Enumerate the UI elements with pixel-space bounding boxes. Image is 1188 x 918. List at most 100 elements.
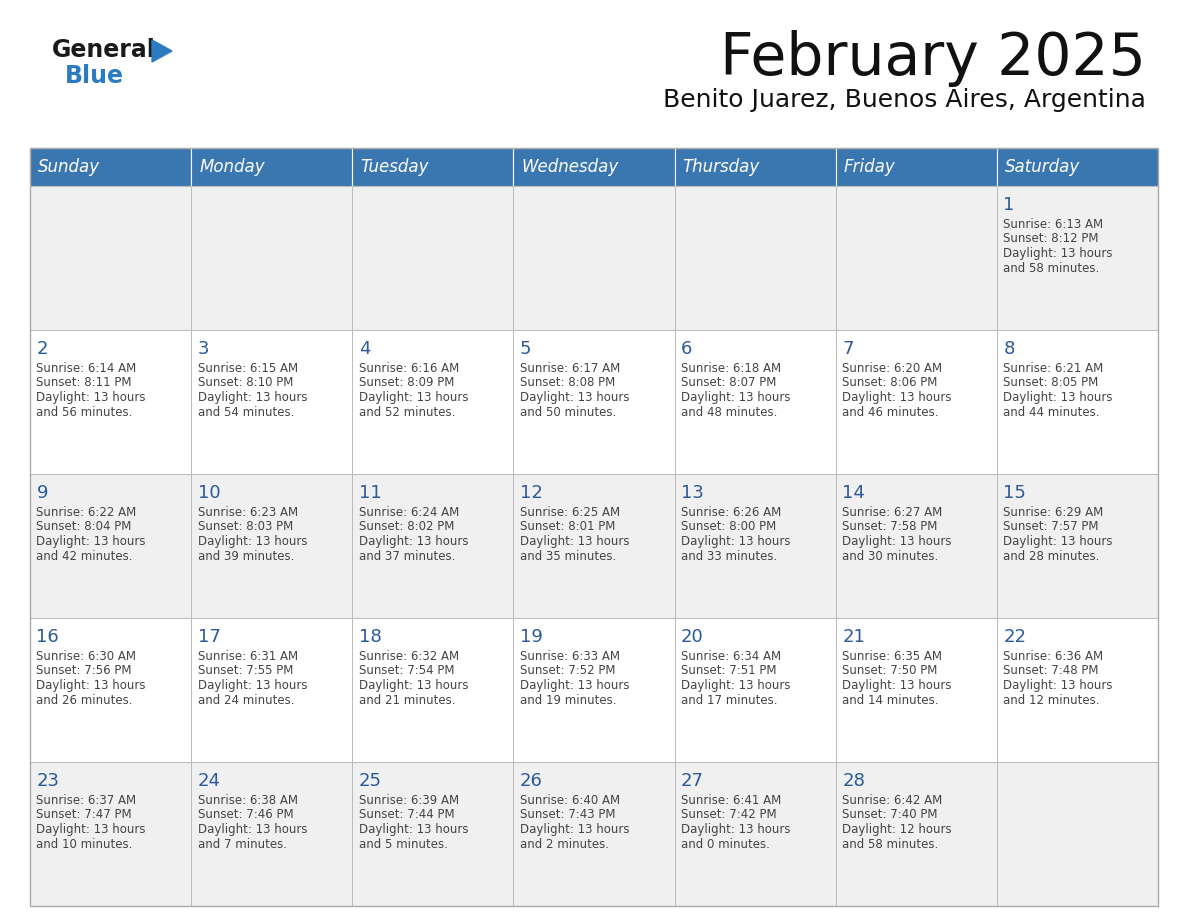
Text: 23: 23 xyxy=(37,772,59,790)
Text: Sunrise: 6:14 AM: Sunrise: 6:14 AM xyxy=(37,362,137,375)
Text: and 26 minutes.: and 26 minutes. xyxy=(37,693,133,707)
Text: and 17 minutes.: and 17 minutes. xyxy=(681,693,777,707)
Text: Daylight: 13 hours: Daylight: 13 hours xyxy=(842,535,952,548)
Bar xyxy=(30,330,191,474)
Text: 11: 11 xyxy=(359,484,381,502)
Bar xyxy=(353,618,513,762)
Text: Sunrise: 6:22 AM: Sunrise: 6:22 AM xyxy=(37,506,137,519)
Text: 6: 6 xyxy=(681,340,693,358)
Text: Sunrise: 6:31 AM: Sunrise: 6:31 AM xyxy=(197,650,298,663)
Text: and 44 minutes.: and 44 minutes. xyxy=(1004,406,1100,419)
Text: Sunrise: 6:29 AM: Sunrise: 6:29 AM xyxy=(1004,506,1104,519)
Text: Friday: Friday xyxy=(843,158,896,176)
Text: Sunrise: 6:26 AM: Sunrise: 6:26 AM xyxy=(681,506,782,519)
Text: and 28 minutes.: and 28 minutes. xyxy=(1004,550,1100,563)
Text: 10: 10 xyxy=(197,484,220,502)
Text: Daylight: 13 hours: Daylight: 13 hours xyxy=(37,679,146,692)
Bar xyxy=(191,618,353,762)
Text: 20: 20 xyxy=(681,628,703,646)
Text: Daylight: 12 hours: Daylight: 12 hours xyxy=(842,823,952,836)
Text: Sunrise: 6:38 AM: Sunrise: 6:38 AM xyxy=(197,794,297,807)
Text: 24: 24 xyxy=(197,772,221,790)
Text: 13: 13 xyxy=(681,484,704,502)
Text: Sunset: 8:00 PM: Sunset: 8:00 PM xyxy=(681,521,776,533)
Text: Daylight: 13 hours: Daylight: 13 hours xyxy=(842,391,952,404)
Text: Sunrise: 6:41 AM: Sunrise: 6:41 AM xyxy=(681,794,782,807)
Text: Sunrise: 6:20 AM: Sunrise: 6:20 AM xyxy=(842,362,942,375)
Text: Sunrise: 6:16 AM: Sunrise: 6:16 AM xyxy=(359,362,459,375)
Text: and 0 minutes.: and 0 minutes. xyxy=(681,837,770,850)
Text: Sunset: 8:08 PM: Sunset: 8:08 PM xyxy=(520,376,615,389)
Bar xyxy=(997,330,1158,474)
Text: Sunset: 7:52 PM: Sunset: 7:52 PM xyxy=(520,665,615,677)
Text: Sunrise: 6:37 AM: Sunrise: 6:37 AM xyxy=(37,794,137,807)
Text: and 50 minutes.: and 50 minutes. xyxy=(520,406,617,419)
Text: and 21 minutes.: and 21 minutes. xyxy=(359,693,455,707)
Text: 16: 16 xyxy=(37,628,59,646)
Bar xyxy=(997,474,1158,618)
Text: 9: 9 xyxy=(37,484,48,502)
Text: and 37 minutes.: and 37 minutes. xyxy=(359,550,455,563)
Text: and 12 minutes.: and 12 minutes. xyxy=(1004,693,1100,707)
Text: Sunrise: 6:42 AM: Sunrise: 6:42 AM xyxy=(842,794,942,807)
Bar xyxy=(30,762,191,906)
Text: Wednesday: Wednesday xyxy=(522,158,619,176)
Text: Sunset: 7:57 PM: Sunset: 7:57 PM xyxy=(1004,521,1099,533)
Bar xyxy=(513,762,675,906)
Text: Sunset: 8:09 PM: Sunset: 8:09 PM xyxy=(359,376,454,389)
Text: Sunset: 8:03 PM: Sunset: 8:03 PM xyxy=(197,521,292,533)
Text: Sunset: 7:54 PM: Sunset: 7:54 PM xyxy=(359,665,454,677)
Bar xyxy=(997,148,1158,186)
Text: and 54 minutes.: and 54 minutes. xyxy=(197,406,293,419)
Text: Daylight: 13 hours: Daylight: 13 hours xyxy=(37,823,146,836)
Text: Sunset: 8:01 PM: Sunset: 8:01 PM xyxy=(520,521,615,533)
Text: Sunset: 7:42 PM: Sunset: 7:42 PM xyxy=(681,809,777,822)
Text: 22: 22 xyxy=(1004,628,1026,646)
Text: 26: 26 xyxy=(520,772,543,790)
Text: Sunrise: 6:35 AM: Sunrise: 6:35 AM xyxy=(842,650,942,663)
Bar xyxy=(675,618,835,762)
Bar xyxy=(30,148,191,186)
Text: 5: 5 xyxy=(520,340,531,358)
Bar xyxy=(835,148,997,186)
Bar xyxy=(997,618,1158,762)
Bar xyxy=(835,330,997,474)
Text: and 7 minutes.: and 7 minutes. xyxy=(197,837,286,850)
Text: Sunrise: 6:33 AM: Sunrise: 6:33 AM xyxy=(520,650,620,663)
Text: Sunday: Sunday xyxy=(38,158,100,176)
Text: Benito Juarez, Buenos Aires, Argentina: Benito Juarez, Buenos Aires, Argentina xyxy=(663,88,1146,112)
Text: and 46 minutes.: and 46 minutes. xyxy=(842,406,939,419)
Bar xyxy=(191,148,353,186)
Text: and 24 minutes.: and 24 minutes. xyxy=(197,693,295,707)
Bar xyxy=(353,330,513,474)
Text: Sunset: 7:48 PM: Sunset: 7:48 PM xyxy=(1004,665,1099,677)
Text: 7: 7 xyxy=(842,340,854,358)
Text: Daylight: 13 hours: Daylight: 13 hours xyxy=(197,679,307,692)
Text: Sunset: 7:46 PM: Sunset: 7:46 PM xyxy=(197,809,293,822)
Text: Daylight: 13 hours: Daylight: 13 hours xyxy=(197,823,307,836)
Text: 15: 15 xyxy=(1004,484,1026,502)
Text: 27: 27 xyxy=(681,772,704,790)
Text: Daylight: 13 hours: Daylight: 13 hours xyxy=(681,679,790,692)
Text: 25: 25 xyxy=(359,772,381,790)
Text: Sunrise: 6:40 AM: Sunrise: 6:40 AM xyxy=(520,794,620,807)
Text: Sunset: 7:40 PM: Sunset: 7:40 PM xyxy=(842,809,937,822)
Text: Daylight: 13 hours: Daylight: 13 hours xyxy=(842,679,952,692)
Text: Sunrise: 6:18 AM: Sunrise: 6:18 AM xyxy=(681,362,782,375)
Bar xyxy=(675,762,835,906)
Text: Daylight: 13 hours: Daylight: 13 hours xyxy=(359,679,468,692)
Text: Thursday: Thursday xyxy=(683,158,760,176)
Bar xyxy=(513,618,675,762)
Text: and 5 minutes.: and 5 minutes. xyxy=(359,837,448,850)
Text: Sunset: 7:43 PM: Sunset: 7:43 PM xyxy=(520,809,615,822)
Text: 14: 14 xyxy=(842,484,865,502)
Text: and 52 minutes.: and 52 minutes. xyxy=(359,406,455,419)
Text: 17: 17 xyxy=(197,628,221,646)
Text: and 30 minutes.: and 30 minutes. xyxy=(842,550,939,563)
Text: Blue: Blue xyxy=(65,64,124,88)
Text: Saturday: Saturday xyxy=(1005,158,1080,176)
Text: Sunrise: 6:25 AM: Sunrise: 6:25 AM xyxy=(520,506,620,519)
Text: Sunset: 8:11 PM: Sunset: 8:11 PM xyxy=(37,376,132,389)
Bar xyxy=(513,186,675,330)
Text: Sunset: 7:55 PM: Sunset: 7:55 PM xyxy=(197,665,293,677)
